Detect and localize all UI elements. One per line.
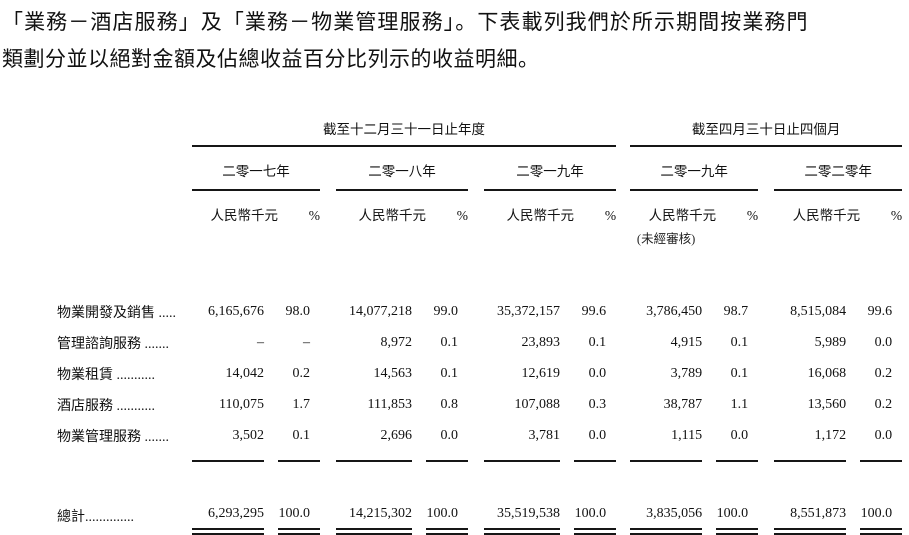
year-header-2019: 二零一九年	[484, 146, 617, 191]
table-row-property-management: 物業管理服務 ....... 3,502 0.1 2,696 0.0 3,781…	[57, 420, 903, 462]
pct-cell: 0.8	[440, 396, 459, 412]
amount-cell: 2,696	[336, 420, 412, 462]
unit-header-row: 人民幣千元 % 人民幣千元 % 人民幣千元 % 人民幣千元 % 人民幣千元 %	[57, 190, 903, 224]
amount-cell: 8,515,084	[790, 303, 847, 319]
amount-cell: 6,165,676	[208, 303, 264, 319]
amount-cell: –	[257, 334, 264, 350]
percent-header: %	[456, 208, 468, 223]
pct-cell: 99.6	[867, 303, 893, 319]
pct-cell: 99.6	[581, 303, 607, 319]
spacer-row	[57, 250, 902, 296]
table-row-hotel-services: 酒店服務 ........... 110,075 1.7 111,853 0.8…	[57, 389, 902, 420]
unaudited-note: (未經審核)	[636, 231, 696, 246]
unit-header: 人民幣千元	[506, 208, 575, 223]
pct-cell: 0.3	[588, 396, 607, 412]
pct-cell: 1.7	[292, 396, 311, 412]
amount-cell: 5,989	[814, 334, 847, 350]
pct-cell: 1.1	[730, 396, 749, 412]
amount-cell: 3,781	[484, 420, 560, 462]
pct-cell: 0.0	[716, 420, 759, 462]
row-label: 酒店服務 ...........	[57, 398, 155, 414]
pct-cell: 0.2	[874, 365, 893, 381]
amount-cell: 3,502	[192, 420, 264, 462]
unit-header: 人民幣千元	[210, 208, 279, 223]
pct-cell: 0.0	[860, 420, 903, 462]
year-header-row: 二零一七年 二零一八年 二零一九年 二零一九年 二零二零年	[57, 146, 903, 191]
percent-header: %	[308, 208, 320, 223]
amount-cell: 1,172	[774, 420, 847, 462]
amount-cell: 12,619	[521, 365, 561, 381]
amount-cell: 110,075	[219, 396, 264, 412]
table-row-property-leasing: 物業租賃 ........... 14,042 0.2 14,563 0.1 1…	[57, 358, 902, 389]
corner-cell	[57, 112, 192, 146]
amount-cell: 35,372,157	[497, 303, 560, 319]
unit-header: 人民幣千元	[358, 208, 427, 223]
pct-cell: 0.0	[426, 420, 468, 462]
percent-header: %	[890, 208, 903, 223]
pct-cell: 0.0	[574, 420, 617, 462]
row-label: 管理諮詢服務 .......	[57, 336, 169, 352]
pct-cell: 0.0	[588, 365, 607, 381]
intro-paragraph: 「業務－酒店服務」及「業務－物業管理服務」。下表載列我們於所示期間按業務門類劃分…	[2, 10, 808, 71]
pct-cell: 98.0	[285, 303, 311, 319]
group-header-annual: 截至十二月三十一日止年度	[192, 112, 617, 147]
amount-cell: 13,560	[807, 396, 847, 412]
amount-cell: 3,789	[670, 365, 703, 381]
row-label: 物業管理服務 .......	[57, 430, 169, 445]
table-row-property-development: 物業開發及銷售 ..... 6,165,676 98.0 14,077,218 …	[57, 296, 902, 327]
amount-cell: 1,115	[630, 420, 703, 462]
pct-cell: 98.7	[723, 303, 749, 319]
amount-cell: 16,068	[807, 365, 847, 381]
pct-cell: 0.2	[292, 365, 311, 381]
unaudited-note-row: (未經審核)	[57, 224, 902, 250]
pct-cell: 0.1	[440, 365, 459, 381]
pct-cell: 0.0	[874, 334, 893, 350]
amount-cell: 8,972	[380, 334, 413, 350]
spacer-row	[57, 461, 902, 494]
pct-cell: 0.1	[730, 334, 749, 350]
amount-cell: 14,042	[225, 365, 265, 381]
revenue-breakdown-table: 截至十二月三十一日止年度 截至四月三十日止四個月 二零一七年 二零一八年 二零一…	[57, 112, 903, 535]
year-header-4m2020: 二零二零年	[774, 146, 903, 191]
pct-cell: 0.1	[440, 334, 459, 350]
amount-cell: 38,787	[663, 396, 703, 412]
pct-cell: 0.1	[730, 365, 749, 381]
amount-cell: 107,088	[514, 396, 561, 412]
amount-cell: 14,563	[373, 365, 413, 381]
group-header-four-months: 截至四月三十日止四個月	[630, 112, 903, 147]
amount-cell: 4,915	[670, 334, 703, 350]
amount-cell: 3,786,450	[646, 303, 703, 319]
pct-cell: –	[303, 334, 310, 350]
row-label: 物業租賃 ...........	[57, 367, 155, 383]
unit-header: 人民幣千元	[792, 208, 861, 223]
year-header-2018: 二零一八年	[336, 146, 468, 191]
percent-header: %	[746, 208, 759, 223]
amount-cell: 111,853	[367, 396, 412, 412]
row-label: 物業開發及銷售 .....	[57, 305, 176, 321]
pct-cell: 0.2	[874, 396, 893, 412]
year-header-2017: 二零一七年	[192, 146, 320, 191]
year-header-4m2019: 二零一九年	[630, 146, 759, 191]
pct-cell: 0.1	[278, 420, 320, 462]
unit-header: 人民幣千元	[648, 208, 717, 223]
pct-cell: 0.1	[588, 334, 607, 350]
group-header-row: 截至十二月三十一日止年度 截至四月三十日止四個月	[57, 112, 903, 147]
amount-cell: 23,893	[521, 334, 561, 350]
table-row-management-consulting: 管理諮詢服務 ....... – – 8,972 0.1 23,893 0.1 …	[57, 327, 902, 358]
pct-cell: 99.0	[433, 303, 459, 319]
group-gap	[616, 112, 630, 146]
amount-cell: 14,077,218	[349, 303, 412, 319]
percent-header: %	[604, 208, 617, 223]
